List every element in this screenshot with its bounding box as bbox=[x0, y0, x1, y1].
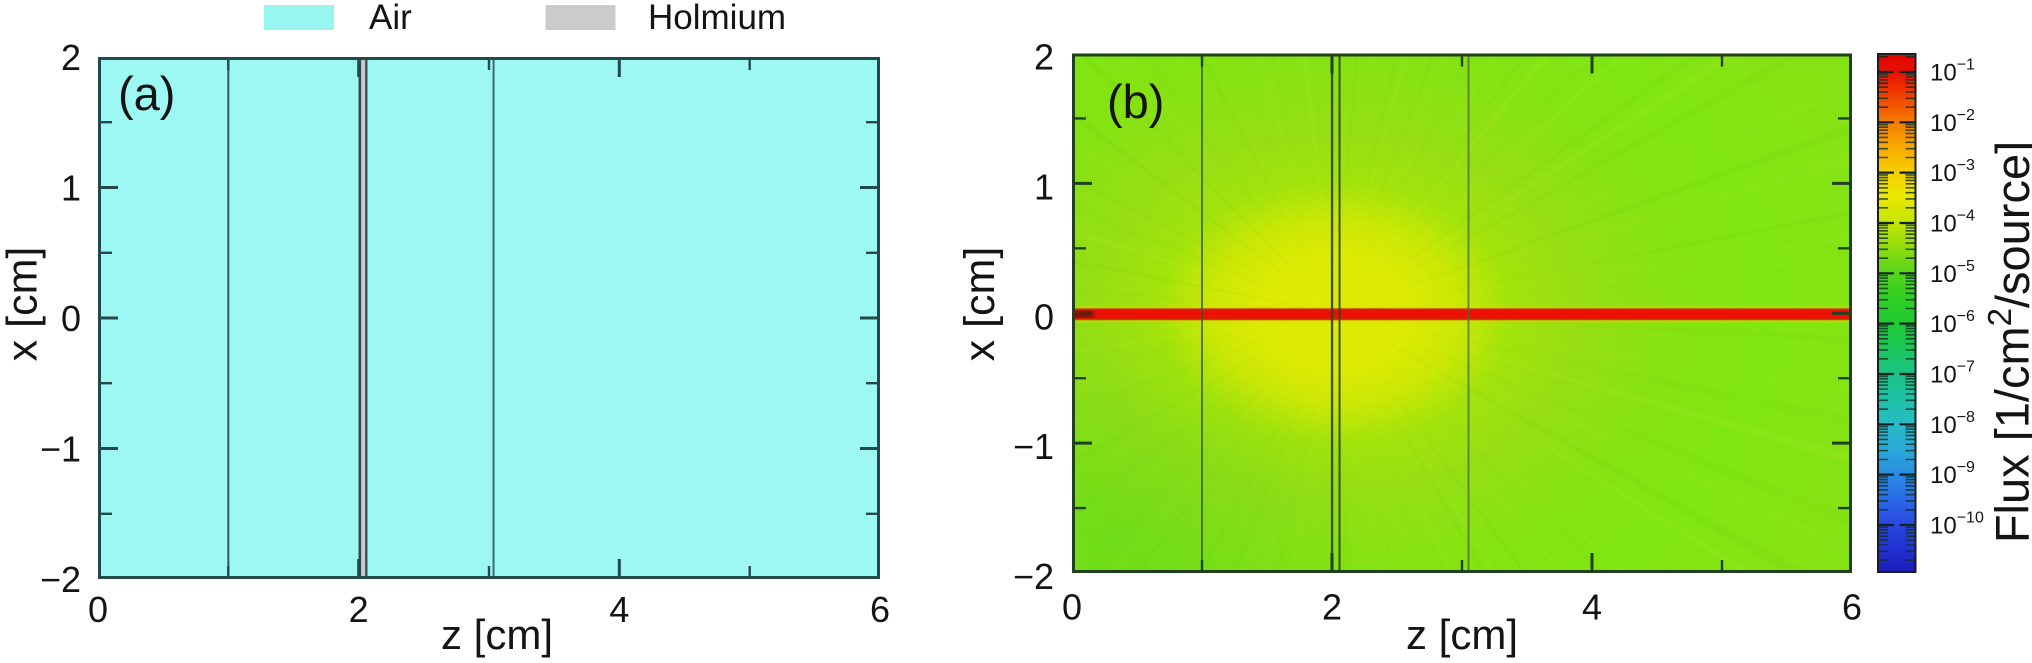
svg-text:0: 0 bbox=[61, 298, 81, 339]
svg-text:10−7: 10−7 bbox=[1930, 359, 1975, 389]
svg-text:4: 4 bbox=[1582, 587, 1602, 628]
svg-text:2: 2 bbox=[61, 37, 81, 78]
svg-text:Air: Air bbox=[369, 0, 412, 37]
svg-text:1: 1 bbox=[1034, 166, 1054, 207]
svg-text:Holmium: Holmium bbox=[648, 0, 786, 37]
svg-text:−1: −1 bbox=[40, 429, 81, 470]
svg-text:0: 0 bbox=[1034, 296, 1054, 337]
svg-text:z [cm]: z [cm] bbox=[1406, 611, 1518, 658]
svg-text:10−6: 10−6 bbox=[1930, 308, 1975, 338]
svg-text:x [cm]: x [cm] bbox=[0, 247, 47, 362]
svg-text:0: 0 bbox=[1062, 587, 1082, 628]
svg-text:z [cm]: z [cm] bbox=[441, 611, 553, 658]
svg-text:6: 6 bbox=[1842, 587, 1862, 628]
svg-text:(b): (b) bbox=[1107, 75, 1164, 128]
svg-text:−1: −1 bbox=[1013, 426, 1054, 467]
svg-text:Flux [1/cm2/source]: Flux [1/cm2/source] bbox=[1981, 141, 2032, 543]
svg-text:x [cm]: x [cm] bbox=[956, 247, 1004, 362]
svg-text:10−1: 10−1 bbox=[1930, 57, 1975, 87]
svg-text:2: 2 bbox=[349, 589, 369, 630]
svg-text:(a): (a) bbox=[118, 67, 175, 120]
svg-text:−2: −2 bbox=[40, 559, 81, 600]
svg-text:1: 1 bbox=[61, 168, 81, 209]
svg-text:2: 2 bbox=[1034, 37, 1054, 78]
svg-text:6: 6 bbox=[870, 589, 890, 630]
svg-text:2: 2 bbox=[1322, 587, 1342, 628]
svg-text:0: 0 bbox=[88, 589, 108, 630]
svg-text:4: 4 bbox=[609, 589, 629, 630]
svg-text:−2: −2 bbox=[1013, 556, 1054, 597]
